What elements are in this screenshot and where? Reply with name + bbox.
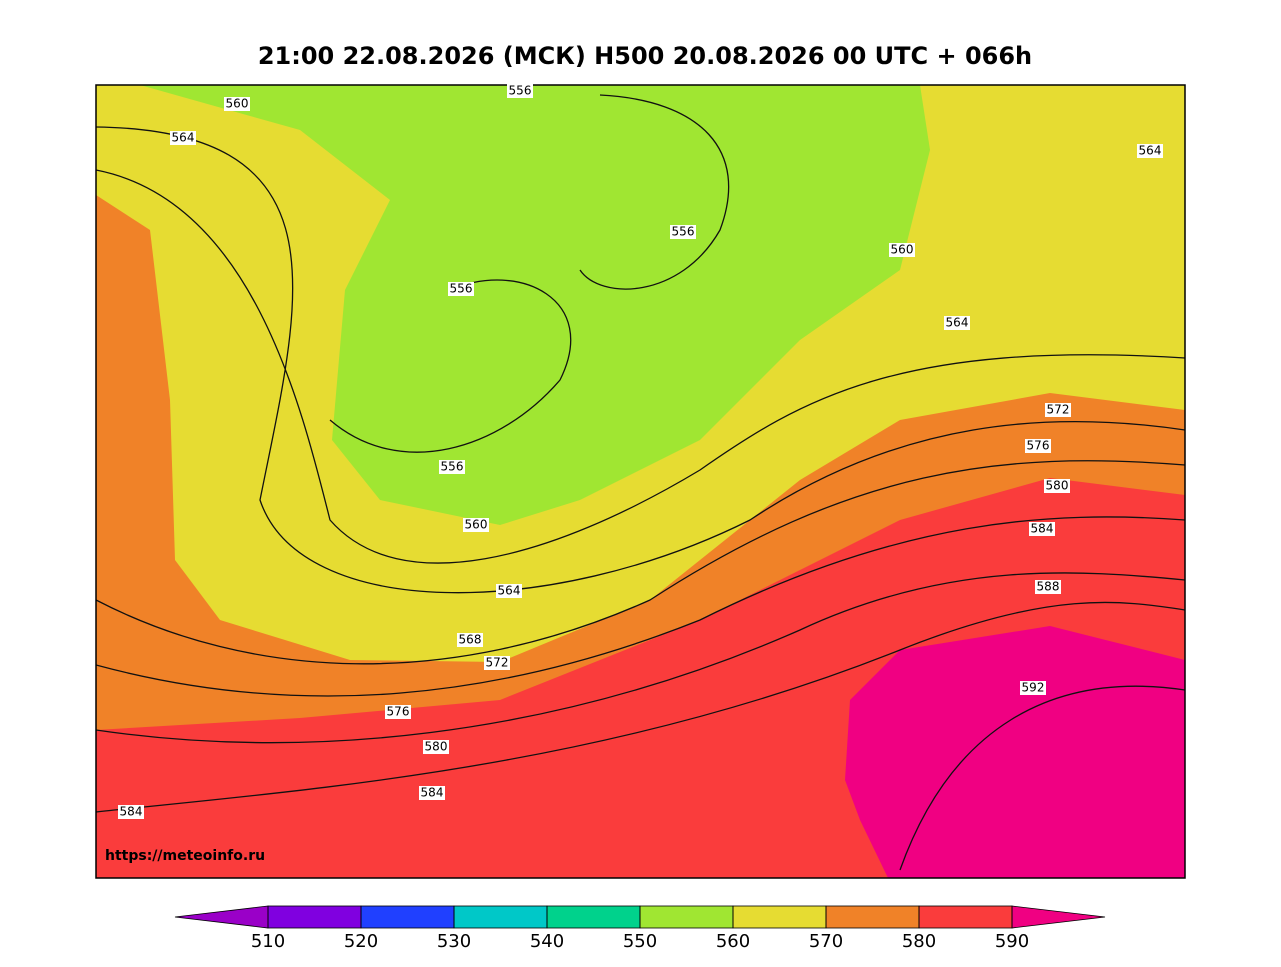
zone-590 xyxy=(845,626,1185,878)
map-frame xyxy=(95,84,1186,879)
map xyxy=(96,85,1185,878)
colorbar-box xyxy=(453,905,548,929)
contour-label: 580 xyxy=(1046,479,1069,493)
contour-label-bg xyxy=(1137,144,1163,158)
contour-label-bg xyxy=(1029,522,1055,536)
contour-label-bg xyxy=(496,584,522,598)
contour-label: 560 xyxy=(465,518,488,532)
contour-label: 564 xyxy=(498,584,521,598)
contour-label: 568 xyxy=(459,633,482,647)
contour-label: 564 xyxy=(172,131,195,145)
title: 21:00 22.08.2026 (МСК) H500 20.08.2026 0… xyxy=(258,42,1032,70)
colorbar-extend xyxy=(1011,905,1106,929)
contour-label: 556 xyxy=(441,460,464,474)
colorbar-box xyxy=(825,905,920,929)
contour-label-bg xyxy=(118,805,144,819)
contour-label: 588 xyxy=(1037,580,1060,594)
colorbar-tick-label: 550 xyxy=(623,931,657,952)
contour-label-bg xyxy=(1044,479,1070,493)
colorbar-box xyxy=(918,905,1013,929)
colorbar-tick-label: 530 xyxy=(437,931,471,952)
contours xyxy=(96,94,1185,871)
contour-label: 584 xyxy=(120,805,143,819)
contour-label-bg xyxy=(484,656,510,670)
contour-label-bg xyxy=(670,225,696,239)
colorbar-tick-label: 590 xyxy=(995,931,1029,952)
contour-label-bg xyxy=(1035,580,1061,594)
colorbar-box xyxy=(546,905,641,929)
contour-label: 572 xyxy=(1047,403,1070,417)
colorbar-box xyxy=(267,905,362,929)
contour-label-bg xyxy=(507,84,533,98)
contour-label: 592 xyxy=(1022,681,1045,695)
colorbar-tick-label: 570 xyxy=(809,931,843,952)
contour-label: 572 xyxy=(486,656,509,670)
colorbar-tick-label: 580 xyxy=(902,931,936,952)
contour-label: 584 xyxy=(1031,522,1054,536)
colorbar-box xyxy=(732,905,827,929)
contour-label-bg xyxy=(1045,403,1071,417)
contour-label: 564 xyxy=(946,316,969,330)
contour-label: 576 xyxy=(387,705,410,719)
contour-label: 560 xyxy=(226,97,249,111)
contour-label-bg xyxy=(439,460,465,474)
contour-label: 560 xyxy=(891,243,914,257)
contour-label-bg xyxy=(1025,439,1051,453)
contour-label: 556 xyxy=(672,225,695,239)
contour-label: 556 xyxy=(450,282,473,296)
contour-label-bg xyxy=(889,243,915,257)
colorbar-box xyxy=(360,905,455,929)
contour-label: 580 xyxy=(425,740,448,754)
colorbar-extend xyxy=(174,905,269,929)
contour-label-bg xyxy=(385,705,411,719)
contour-label: 564 xyxy=(1139,144,1162,158)
zone-550 xyxy=(140,85,930,525)
contour-label-bg xyxy=(1020,681,1046,695)
contour-label-bg xyxy=(423,740,449,754)
contour-label: 556 xyxy=(509,84,532,98)
source-url: https://meteoinfo.ru xyxy=(105,848,265,864)
colorbar-tick-label: 520 xyxy=(344,931,378,952)
contour-label-bg xyxy=(419,786,445,800)
contour-label-bg xyxy=(224,97,250,111)
contour-label-bg xyxy=(448,282,474,296)
colorbar-tick-label: 510 xyxy=(251,931,285,952)
contour-label-bg xyxy=(463,518,489,532)
colorbar-box xyxy=(639,905,734,929)
contour-label-bg xyxy=(170,131,196,145)
colorbar-tick-label: 560 xyxy=(716,931,750,952)
contour-label-bg xyxy=(944,316,970,330)
contour-label: 576 xyxy=(1027,439,1050,453)
contour-label-bg xyxy=(457,633,483,647)
contour-label: 584 xyxy=(421,786,444,800)
colorbar-tick-label: 540 xyxy=(530,931,564,952)
